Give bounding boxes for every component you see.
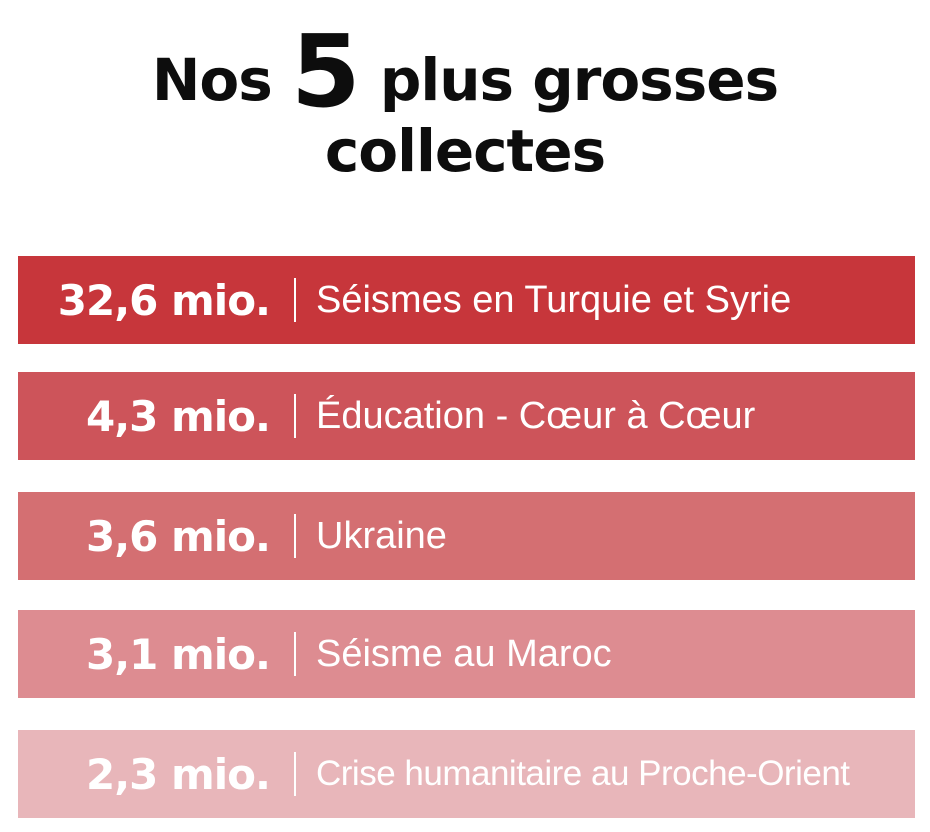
collection-row: 4,3 mio. Éducation - Cœur à Cœur: [18, 372, 915, 460]
row-separator: [294, 632, 296, 676]
collection-amount: 3,1 mio.: [86, 629, 271, 679]
page-title: Nos 5 plus grosses collectes: [0, 22, 930, 186]
collection-amount: 2,3 mio.: [86, 749, 271, 799]
collection-label: Ukraine: [316, 514, 447, 557]
collection-amount: 4,3 mio.: [86, 391, 271, 441]
collection-label: Éducation - Cœur à Cœur: [316, 394, 756, 437]
title-number: 5: [291, 13, 361, 130]
collection-label: Séisme au Maroc: [316, 632, 612, 675]
title-suffix: plus grosses: [379, 46, 779, 114]
title-prefix: Nos: [151, 46, 273, 114]
collection-amount: 32,6 mio.: [57, 275, 271, 325]
collection-row: 2,3 mio. Crise humanitaire au Proche-Ori…: [18, 730, 915, 818]
row-separator: [294, 278, 296, 322]
collection-row: 32,6 mio. Séismes en Turquie et Syrie: [18, 256, 915, 344]
collection-row: 3,6 mio. Ukraine: [18, 492, 915, 580]
collection-label: Séismes en Turquie et Syrie: [316, 278, 792, 321]
collection-row: 3,1 mio. Séisme au Maroc: [18, 610, 915, 698]
row-separator: [294, 514, 296, 558]
row-separator: [294, 752, 296, 796]
title-line-2: collectes: [324, 117, 606, 185]
collection-amount: 3,6 mio.: [86, 511, 271, 561]
title-line-1: Nos 5 plus grosses: [0, 22, 930, 122]
collection-label: Crise humanitaire au Proche-Orient: [316, 754, 850, 793]
row-separator: [294, 394, 296, 438]
